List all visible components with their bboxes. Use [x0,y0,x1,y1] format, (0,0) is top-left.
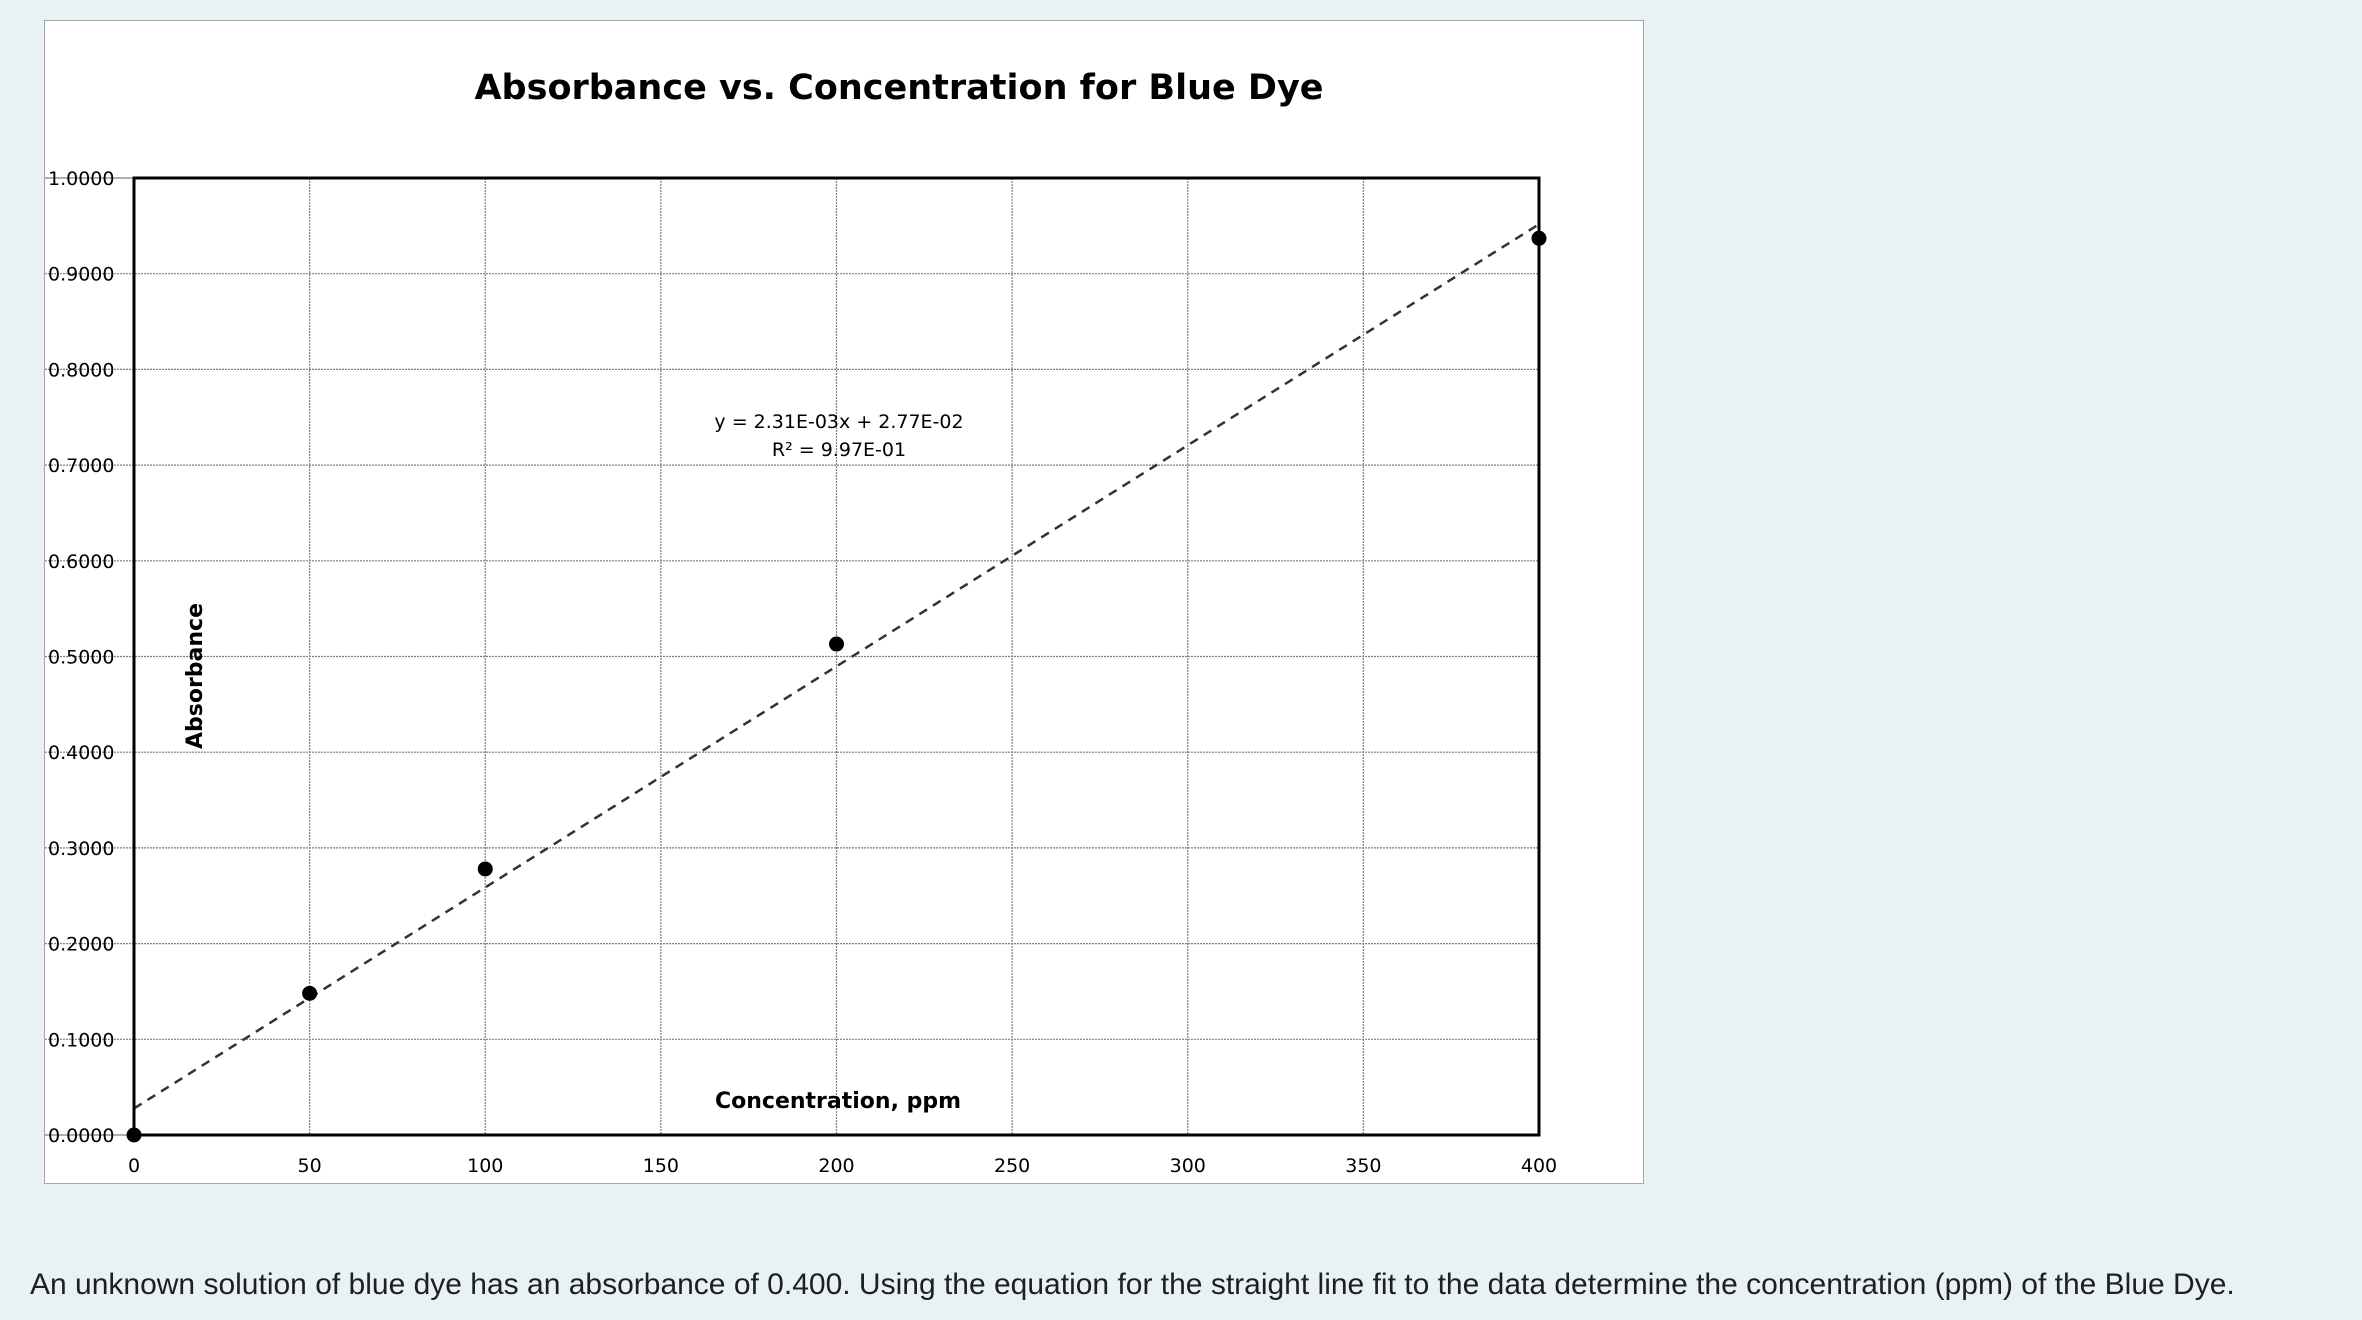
y-tick-label: 0.3000 [48,838,114,860]
data-point [302,985,318,1001]
y-tick-label: 0.9000 [48,264,114,286]
y-tick-label: 0.0000 [48,1125,114,1147]
data-point [126,1127,142,1143]
trendline-equation: y = 2.31E-03x + 2.77E-02 [714,411,963,433]
x-tick-label: 200 [818,1155,854,1177]
x-axis-title: Concentration, ppm [715,1089,961,1114]
y-tick-label: 0.5000 [48,647,114,669]
y-tick-label: 0.4000 [48,742,114,764]
x-tick-label: 150 [643,1155,679,1177]
question-text: An unknown solution of blue dye has an a… [30,1268,2235,1301]
x-tick-label: 50 [298,1155,322,1177]
data-point [1531,230,1547,246]
chart-title: Absorbance vs. Concentration for Blue Dy… [474,68,1323,108]
trendline-r-squared: R² = 9.97E-01 [772,439,906,461]
trendline-layer [133,223,1540,1110]
x-tick-label: 300 [1170,1155,1206,1177]
x-tick-label: 100 [467,1155,503,1177]
x-tick-label: 250 [994,1155,1030,1177]
absorbance-chart: Absorbance vs. Concentration for Blue Dy… [45,68,1557,1177]
x-tick-label: 350 [1345,1155,1381,1177]
y-axis-title: Absorbance [183,603,208,749]
chart-frame: Absorbance vs. Concentration for Blue Dy… [44,20,1644,1184]
tick-labels: 0.0000 0.1000 0.2000 0.3000 0.4000 0.5000 0.60… [48,168,1557,1177]
data-point [477,861,493,877]
y-tick-label: 0.6000 [48,551,114,573]
data-points [126,230,1547,1143]
y-tick-label: 0.1000 [48,1029,114,1051]
plot-area-border [132,176,1541,1137]
trendline [133,223,1540,1110]
x-tick-label: 0 [128,1155,140,1177]
y-tick-label: 0.7000 [48,455,114,477]
y-tick-label: 0.8000 [48,359,114,381]
y-tick-label: 1.0000 [48,168,114,190]
data-point [829,636,844,652]
grid [45,177,1539,1136]
y-tick-label: 0.2000 [48,934,114,956]
x-tick-label: 400 [1521,1155,1557,1177]
